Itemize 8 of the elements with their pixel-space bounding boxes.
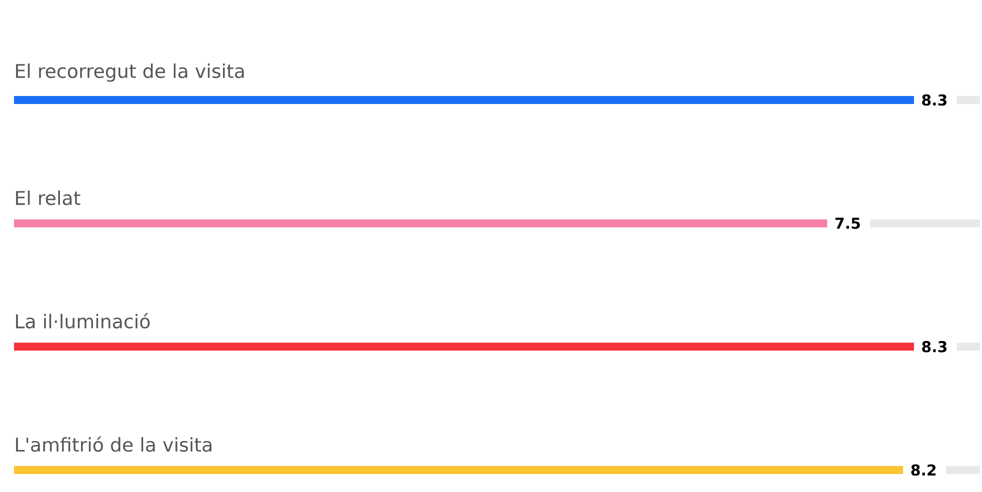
y-tick-label: El relat (16, 190, 80, 206)
y-tick-label: El recorregut de la visita (16, 63, 244, 82)
data-label: 8.2 (911, 464, 936, 476)
data-label: 7.5 (835, 218, 860, 229)
data-label: 8.3 (922, 341, 946, 352)
data-label: 8.3 (922, 94, 946, 106)
y-tick-label: L'amfitrió de la visita (16, 436, 212, 452)
y-tick-label: La il·luminació (16, 313, 150, 328)
